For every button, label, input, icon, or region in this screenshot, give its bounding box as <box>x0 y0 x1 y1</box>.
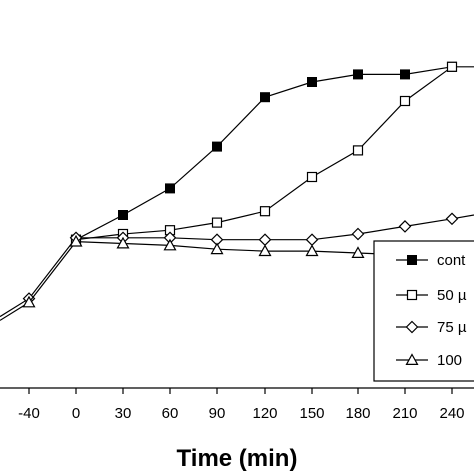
legend-label: 50 µ <box>437 287 467 304</box>
x-tick-label: -40 <box>18 405 40 422</box>
legend-entries: cont 50 µ 75 µ 100 <box>396 252 467 369</box>
data-point <box>212 141 222 152</box>
data-point <box>353 69 363 80</box>
x-tick-label: 240 <box>439 405 464 422</box>
data-point <box>22 295 36 308</box>
data-point <box>400 69 410 80</box>
series-2 <box>70 61 458 245</box>
series-1 <box>71 61 474 245</box>
x-tick-label: 150 <box>299 405 324 422</box>
legend-marker <box>405 353 419 365</box>
series-line <box>0 214 474 318</box>
data-point <box>259 206 271 217</box>
data-point <box>351 246 365 258</box>
data-point <box>118 210 128 220</box>
data-point <box>260 92 270 103</box>
data-point <box>307 77 317 87</box>
x-tick-label: 0 <box>72 405 80 422</box>
x-tick-label: 30 <box>115 405 132 422</box>
data-point <box>446 61 458 72</box>
data-point <box>258 233 272 247</box>
data-point <box>211 217 223 228</box>
data-point <box>305 233 319 247</box>
data-point <box>305 244 319 257</box>
legend-entry: 50 µ <box>396 287 467 304</box>
legend-box <box>373 240 474 382</box>
legend-entry: 100 <box>396 352 462 369</box>
legend-marker <box>406 289 418 301</box>
legend-entry: 75 µ <box>396 319 467 336</box>
legend-label: cont <box>437 252 466 269</box>
data-point <box>163 238 177 251</box>
data-point <box>165 183 175 194</box>
x-tick-layer: -40 0 30 60 90 120 150 180 210 240 <box>18 388 465 422</box>
data-point <box>258 244 272 257</box>
x-tick-label: 180 <box>345 405 370 422</box>
data-point <box>445 212 459 226</box>
data-point <box>116 236 130 249</box>
legend-label: 75 µ <box>437 319 467 336</box>
x-tick-label: 90 <box>209 405 226 422</box>
x-tick-label: 60 <box>162 405 179 422</box>
data-point <box>398 220 412 233</box>
data-point <box>399 95 411 107</box>
series-line <box>75 66 474 241</box>
legend-label: 100 <box>437 352 462 369</box>
data-point <box>351 227 365 241</box>
data-point <box>306 171 318 183</box>
data-point <box>69 234 83 247</box>
data-point <box>210 242 224 255</box>
x-tick-label: 120 <box>252 405 277 422</box>
data-point <box>352 145 364 156</box>
legend: cont 50 µ 75 µ 100 <box>373 240 474 382</box>
legend-marker <box>407 255 417 265</box>
legend-entry: cont <box>396 252 466 269</box>
legend-marker <box>405 320 419 334</box>
x-axis-title: Time (min) <box>177 445 298 472</box>
x-tick-label: 210 <box>392 405 417 422</box>
